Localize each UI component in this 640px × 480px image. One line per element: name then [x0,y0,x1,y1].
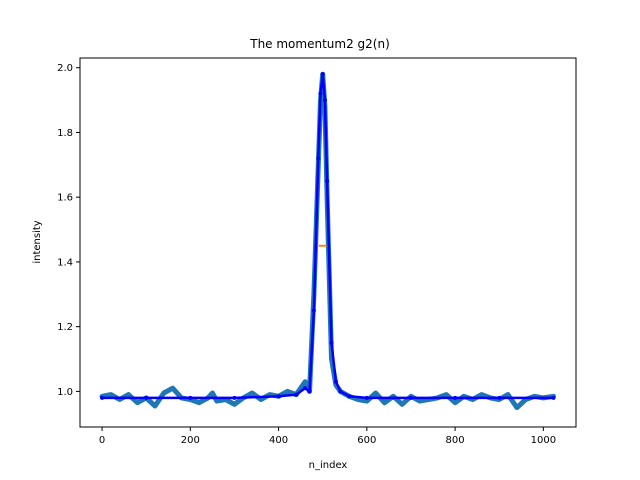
fit-point [232,395,237,400]
fit-point [316,156,321,161]
fit-point [333,379,338,384]
fit-point [322,98,327,103]
x-tick-label: 800 [446,435,465,446]
x-tick-label: 1000 [531,435,556,446]
fit-point [329,340,334,345]
x-tick-label: 0 [99,435,105,446]
plot-area [99,71,556,411]
fit-point [453,395,458,400]
axes-frame [79,57,577,428]
fit-point [318,91,323,96]
fit-point [100,395,105,400]
x-tick-label: 200 [181,435,200,446]
fit-point [311,308,316,313]
y-tick-label: 1.4 [57,257,73,268]
fit-point [294,392,299,397]
y-tick-label: 2.0 [57,63,73,74]
fit-point [303,386,308,391]
y-tick-label: 1.6 [57,193,73,204]
x-axis: 0 200 400 600 800 1000 [99,427,556,446]
y-axis-label: intensity [32,220,43,263]
fit-point [338,389,343,394]
x-tick-label: 600 [357,435,376,446]
fit-point [276,394,281,399]
fit-point [188,395,193,400]
chart-title: The momentum2 g2(n) [249,37,390,51]
y-axis: 1.0 1.2 1.4 1.6 1.8 2.0 [57,63,80,398]
fit-point [320,72,325,77]
y-tick-label: 1.8 [57,128,73,139]
y-tick-label: 1.2 [57,322,73,333]
x-tick-label: 400 [269,435,288,446]
fit-point [551,395,556,400]
y-tick-label: 1.0 [57,387,73,398]
fit-point [408,395,413,400]
x-axis-label: n_index [309,460,348,471]
fit-point [325,179,330,183]
fit-point [347,394,352,399]
fit-point [364,395,369,400]
fit-point [497,395,502,400]
fit-point [307,389,312,394]
fit-point [144,395,149,400]
